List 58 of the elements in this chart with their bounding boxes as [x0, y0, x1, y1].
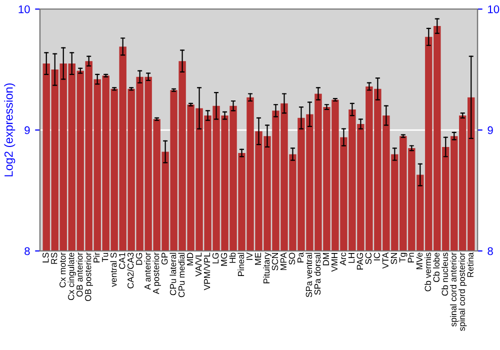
x-tick-label: Pir — [93, 252, 100, 262]
x-tick-label: OB posterior — [84, 252, 93, 302]
y-tick-label: 9 — [24, 126, 30, 134]
x-tick-label: Pa — [297, 252, 304, 262]
x-tick-label: Cb nucleus — [442, 252, 448, 296]
x-tick-label: ventral S — [110, 252, 117, 287]
x-tick-label: CPu lateral — [170, 252, 176, 296]
x-tick-label: Tg — [399, 252, 408, 262]
y-tick-label: 8 — [24, 247, 30, 256]
x-tick-label: Pn — [408, 252, 414, 262]
x-tick-label: Pineal — [238, 252, 244, 276]
x-tick-label: CPu medial — [178, 252, 185, 298]
x-tick-label: Pituitary — [263, 252, 272, 284]
x-tick-label: spinal cord anterior — [450, 252, 458, 327]
x-tick-label: SPa ventral — [306, 252, 312, 298]
x-tick-label: Cb vermis — [424, 252, 431, 292]
x-tick-label: VTA — [382, 252, 388, 269]
x-tick-label: MVe — [416, 252, 423, 270]
x-tick-label: Hb — [229, 252, 236, 263]
x-tick-label: CA2/CA3 — [127, 252, 134, 288]
y2-tick-label: 8 — [488, 247, 493, 256]
y-tick-label: 10 — [18, 5, 30, 14]
x-tick-label: ME — [254, 252, 262, 265]
x-tick-label: MG — [220, 252, 228, 266]
x-tick-label: LS — [42, 252, 49, 262]
x-tick-label: SPa dorsal — [314, 252, 321, 295]
x-tick-label: VMH — [331, 253, 338, 272]
x-tick-label: VA/VL — [195, 252, 202, 276]
x-tick-label: Tu — [102, 252, 108, 262]
x-tick-label: spinal cord posterior — [458, 252, 467, 331]
x-tick-label: VPM/VPL — [204, 252, 210, 290]
x-tick-label: DM — [322, 253, 329, 266]
x-tick-label: MPA — [280, 252, 286, 270]
y2-tick-label: 10 — [488, 5, 500, 14]
x-tick-label: SN — [390, 253, 398, 264]
x-tick-label: A posterior — [152, 252, 161, 294]
x-tick-label: IC — [374, 252, 380, 260]
x-tick-label: PAG — [356, 252, 364, 270]
x-tick-label: DG — [136, 252, 142, 265]
x-tick-label: GP — [161, 252, 168, 265]
x-tick-label: Cx cingulate — [68, 252, 76, 300]
x-tick-label: IV — [246, 252, 253, 260]
x-tick-label: SCN — [272, 253, 278, 270]
x-tick-label: OB anterior — [76, 252, 83, 297]
x-tick-label: LG — [212, 252, 219, 264]
x-tick-label: Arc — [340, 252, 346, 266]
x-tick-label: RS — [51, 252, 58, 264]
x-tick-label: Cb lobe — [433, 252, 440, 282]
x-tick-label: SC — [365, 252, 372, 264]
x-tick-label: Retina — [467, 252, 474, 277]
y-axis-title: Log2 (expression) — [4, 84, 16, 176]
x-tick-label: Cx motor — [60, 252, 66, 288]
x-tick-label: A anterior — [144, 252, 151, 290]
y2-tick-label: 9 — [488, 126, 493, 134]
x-tick-label: LH — [348, 253, 354, 263]
x-tick-label: SO — [288, 252, 296, 265]
x-tick-label: MD — [187, 252, 194, 266]
x-tick-label: CA1 — [118, 252, 126, 269]
